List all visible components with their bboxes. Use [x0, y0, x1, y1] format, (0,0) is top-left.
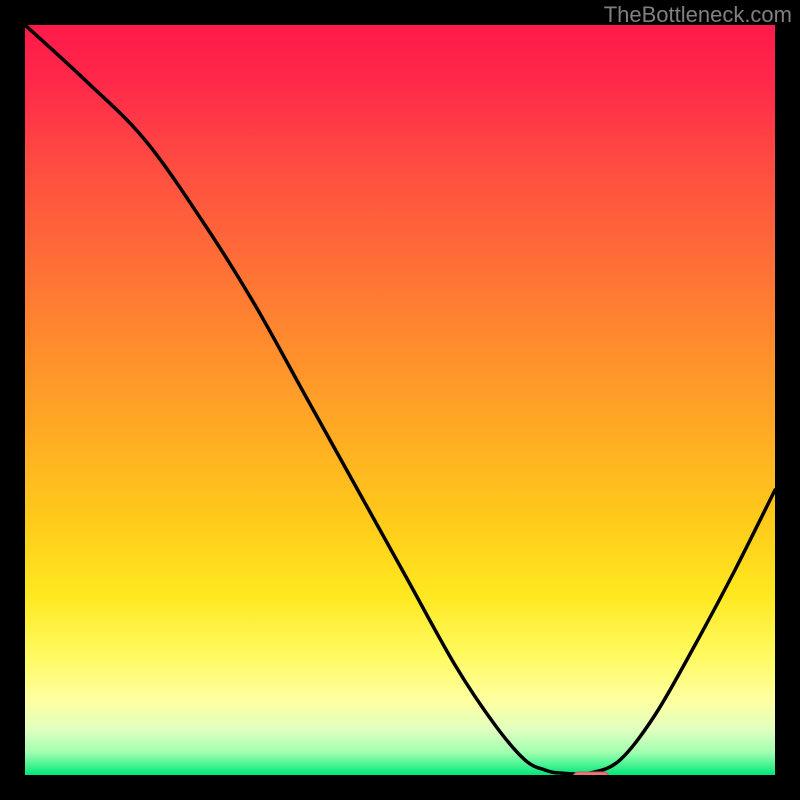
watermark-text: TheBottleneck.com: [604, 2, 792, 28]
optimal-marker: [573, 772, 609, 775]
chart-container: [25, 25, 775, 775]
bottleneck-curve: [25, 25, 775, 774]
plot-overlay: [25, 25, 775, 775]
